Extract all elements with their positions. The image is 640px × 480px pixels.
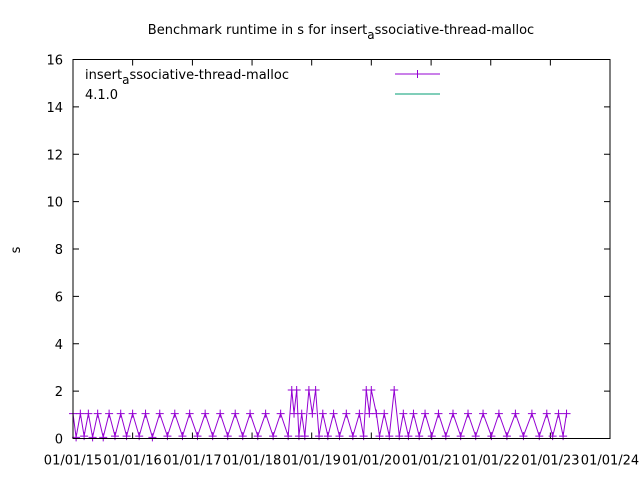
chart-title-sub: a: [367, 28, 374, 42]
series-1-point-54: [367, 385, 376, 394]
series-1-point-83: [554, 409, 563, 418]
y-axis: 0 2 4 6 8 10 12 14 16: [46, 54, 610, 448]
series-1-point-2: [76, 409, 85, 418]
x-tick-label-3: 01/01/18: [223, 454, 281, 469]
series-1-point-53: [365, 409, 374, 418]
y-tick-label-2: 4: [55, 338, 63, 353]
x-tick-label-6: 01/01/21: [402, 454, 460, 469]
series-1-point-12: [128, 409, 137, 418]
series-1-point-22: [201, 409, 210, 418]
series-1-point-35: [290, 409, 299, 418]
series-1-point-42: [311, 385, 320, 394]
y-tick-label-0: 0: [55, 433, 63, 448]
series-1-point-5: [88, 433, 97, 442]
series-1-point-26: [231, 409, 240, 418]
series-1-point-59: [390, 385, 399, 394]
series-1-point-44: [318, 409, 327, 418]
x-tick-label-4: 01/01/19: [282, 454, 340, 469]
x-tick-label-1: 01/01/16: [103, 454, 161, 469]
series-1-point-85: [562, 409, 571, 418]
series-1-point-55: [372, 409, 381, 418]
series-1-point-6: [93, 409, 102, 418]
series-1-point-69: [449, 409, 458, 418]
legend-label-series-1: insertassociative-thread-malloc: [85, 68, 289, 87]
series-1-point-38: [297, 409, 306, 418]
chart-title-main: Benchmark runtime in s for insert: [148, 23, 367, 38]
x-tick-label-9: 01/01/24: [581, 454, 639, 469]
series-1-point-48: [342, 409, 351, 418]
chart-title: Benchmark runtime in s for insertassocia…: [148, 23, 534, 42]
series-1-point-36: [292, 385, 301, 394]
series-1-line: [72, 389, 567, 440]
y-tick-label-5: 10: [46, 196, 63, 211]
y-tick-label-7: 14: [46, 101, 63, 116]
series-1-point-79: [527, 409, 536, 418]
series-1-point-77: [511, 409, 520, 418]
series-1-point-41: [308, 409, 317, 418]
y-axis-label: s: [9, 246, 24, 253]
series-1-point-14: [141, 409, 150, 418]
chart-title-rest: ssociative-thread-malloc: [375, 23, 535, 38]
legend: insertassociative-thread-malloc 4.1.0: [85, 68, 440, 103]
series-1-point-4: [84, 409, 93, 418]
series-1-point-73: [479, 409, 488, 418]
x-tick-label-8: 01/01/23: [521, 454, 579, 469]
series-1-point-46: [329, 409, 338, 418]
y-tick-label-3: 6: [55, 290, 63, 305]
legend-series-1-sub: a: [122, 73, 129, 87]
legend-label-series-2: 4.1.0: [85, 88, 118, 103]
series-1-point-65: [421, 409, 430, 418]
series-1-point-18: [170, 409, 179, 418]
series-1-point-32: [276, 409, 285, 418]
series-1-point-75: [494, 409, 503, 418]
legend-series-1-main: insert: [85, 68, 122, 83]
series-1-point-20: [185, 409, 194, 418]
x-tick-label-0: 01/01/15: [44, 454, 102, 469]
series-1-point-50: [355, 409, 364, 418]
legend-series-1-rest: ssociative-thread-malloc: [129, 68, 289, 83]
series-1-point-61: [399, 409, 408, 418]
series-1-point-15: [148, 433, 157, 442]
series-1-point-16: [155, 409, 164, 418]
x-tick-label-7: 01/01/22: [462, 454, 520, 469]
series-1-point-40: [304, 385, 313, 394]
plot-series: [69, 385, 571, 442]
series-1-point-71: [464, 409, 473, 418]
series-1-point-81: [542, 409, 551, 418]
series-1-point-57: [380, 409, 389, 418]
y-tick-label-1: 2: [55, 385, 63, 400]
x-tick-label-2: 01/01/17: [163, 454, 221, 469]
x-tick-label-5: 01/01/20: [342, 454, 400, 469]
plot-frame: [72, 59, 611, 439]
y-tick-label-6: 12: [46, 148, 63, 163]
series-1-point-30: [261, 409, 270, 418]
x-axis: 01/01/15 01/01/16 01/01/17 01/01/18 01/01/19…: [44, 59, 639, 469]
series-1-point-28: [246, 409, 255, 418]
y-tick-label-4: 8: [55, 243, 63, 258]
series-1-point-7: [99, 433, 108, 442]
series-1-point-8: [105, 409, 114, 418]
series-1-point-10: [116, 409, 125, 418]
y-tick-label-8: 16: [46, 54, 63, 69]
series-1-point-63: [409, 409, 418, 418]
series-1-point-67: [434, 409, 443, 418]
series-1-point-24: [216, 409, 225, 418]
